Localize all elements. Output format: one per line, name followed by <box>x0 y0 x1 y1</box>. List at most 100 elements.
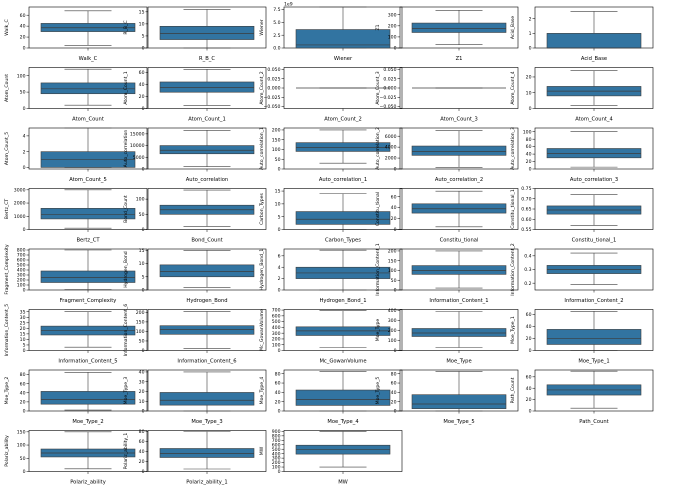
y-tick-label: 200 <box>17 278 26 284</box>
y-tick-label: 150 <box>272 137 281 143</box>
y-tick-label: 200 <box>388 23 397 29</box>
iqr-box <box>295 389 391 406</box>
y-axis-label: Wiener <box>259 19 265 35</box>
y-tick-label: 0 <box>23 165 26 171</box>
y-tick-label: 0 <box>142 469 145 475</box>
y-tick-label: 50 <box>391 278 397 284</box>
y-tick-label: 20 <box>526 159 532 165</box>
y-tick-label: 1000 <box>14 214 26 220</box>
y-tick-label: 600 <box>272 442 281 448</box>
x-axis-label: Constitu_tional_1 <box>572 238 617 244</box>
y-tick-label: 50 <box>20 456 26 462</box>
y-tick-label: 0 <box>142 227 145 233</box>
y-tick-label: 0 <box>394 288 397 294</box>
y-axis-label: Mc_GowanVolume <box>259 309 265 351</box>
y-tick-label: 0.55 <box>521 227 531 233</box>
y-tick-label: 100 <box>523 129 532 135</box>
y-tick-label: 2 <box>278 276 281 282</box>
y-axis-label: Auto_correlation_1 <box>259 127 265 170</box>
y-tick-label: 40 <box>139 370 145 376</box>
y-axis-label: Moe_Type <box>375 319 381 342</box>
y-axis-label: Atom_Count_3 <box>375 71 381 104</box>
x-axis-label: Information_Content_2 <box>564 298 623 304</box>
iqr-box <box>40 391 136 405</box>
y-tick-label: 6 <box>278 253 281 259</box>
x-axis-label: Atom_Count_4 <box>575 117 613 123</box>
y-tick-label: 0 <box>529 106 532 112</box>
y-tick-label: 150 <box>17 429 26 435</box>
subplot-information_content_6: 0 50 100 150 200 Information_Content_6 Informa… <box>123 304 267 365</box>
y-tick-label: 0.2 <box>524 281 531 287</box>
iqr-box <box>40 82 136 95</box>
subplot-walk_c: 0 20 40 60 Walk_C Walk_C <box>4 6 148 62</box>
subplot-atom_count_3: −0.050−0.0250.0000.0250.050Atom_Count_3A… <box>375 67 519 123</box>
y-axis-label: Moe_Type_1 <box>510 316 516 344</box>
y-tick-label: 0.025 <box>267 76 280 82</box>
y-tick-label: 4 <box>278 265 281 271</box>
y-tick-label: 200 <box>388 328 397 334</box>
y-tick-label: 0 <box>278 409 281 415</box>
y-tick-label: 200 <box>388 249 397 255</box>
y-axis-label: Path_Count <box>510 377 516 403</box>
y-tick-label: 100 <box>272 465 281 471</box>
y-tick-label: 40 <box>526 152 532 158</box>
y-tick-label: 60 <box>139 70 145 76</box>
y-axis-label: Acid_Base <box>510 16 516 39</box>
y-tick-label: 100 <box>136 329 145 335</box>
y-tick-label: −0.025 <box>263 95 280 101</box>
y-axis-label: Atom_Count_5 <box>4 132 10 165</box>
y-axis-label: Moe_Type_4 <box>259 377 265 405</box>
y-tick-label: 900 <box>272 429 281 435</box>
subplot-moe_type_1: 0 20 40 60 Moe_Type_1 Moe_Type_1 <box>510 309 654 365</box>
y-tick-label: 60 <box>20 13 26 19</box>
y-tick-label: 0 <box>23 106 26 112</box>
y-tick-label: 20 <box>275 399 281 405</box>
y-axis-label: Constitu_tional_1 <box>510 189 516 229</box>
y-axis-label: Walk_C <box>4 19 10 36</box>
y-tick-label: 0.050 <box>267 67 280 73</box>
y-tick-label: 100 <box>17 73 26 79</box>
y-tick-label: 0 <box>394 409 397 415</box>
subplot-atom_count_5: 0 2 4 Atom_Count_5 Atom_Count_5 <box>4 127 148 183</box>
y-axis-label: Hydrogen_Bond <box>123 251 129 288</box>
y-tick-label: 4 <box>23 133 26 139</box>
y-tick-label: 0 <box>394 46 397 52</box>
y-tick-label: 5.0 <box>273 20 280 26</box>
iqr-box <box>411 394 507 409</box>
y-tick-label: 300 <box>272 331 281 337</box>
subplot-moe_type_3: 0 10 20 30 40 Moe_Type_3 Moe_Type_3 <box>123 370 267 425</box>
y-axis-label: Constitu_tional <box>375 192 381 226</box>
y-axis-label: R_B_C <box>123 20 129 34</box>
x-axis-label: Constitu_tional <box>440 238 479 244</box>
y-tick-label: 0 <box>278 227 281 233</box>
y-tick-label: 0.3 <box>524 267 531 273</box>
y-tick-label: 50 <box>275 157 281 163</box>
y-tick-label: 10 <box>526 90 532 96</box>
subplot-moe_type_5: 0 20 40 60 80 Moe_Type_5 Moe_Type_5 <box>375 369 519 425</box>
y-tick-label: 0 <box>23 46 26 52</box>
x-axis-label: MW <box>338 480 348 486</box>
x-axis-label: Auto_correlation <box>186 177 228 183</box>
iqr-box <box>546 329 642 345</box>
x-axis-label: Wiener <box>334 56 353 62</box>
y-axis-label: Information_Content_2 <box>510 243 516 295</box>
y-tick-label: 15 <box>275 189 281 195</box>
iqr-box <box>159 264 255 278</box>
x-axis-label: Atom_Count_2 <box>324 117 362 123</box>
y-axis-label: Fragment_Complexity <box>4 244 10 294</box>
x-axis-label: Fragment_Complexity <box>60 298 117 304</box>
y-tick-label: 35 <box>20 309 26 315</box>
subplot-polariz_ability_1: 0 20 40 60 80 Polariz_ability_1 Polariz_abilit… <box>123 429 267 486</box>
y-tick-label: 20 <box>139 389 145 395</box>
y-tick-label: 0 <box>529 167 532 173</box>
subplot-path_count: 0 20 40 60 Path_Count Path_Count <box>510 369 654 425</box>
y-tick-label: 0 <box>394 167 397 173</box>
y-tick-label: 100 <box>388 338 397 344</box>
subplot-atom_count: 0 50 100 Atom_Count Atom_Count <box>4 67 148 123</box>
iqr-box <box>411 328 507 337</box>
y-tick-label: 0.025 <box>383 76 396 82</box>
subplot-auto_correlation_1: 0 50 100 150 200 Auto_correlation_1 Auto_corre… <box>259 127 403 183</box>
y-tick-label: −0.025 <box>379 95 396 101</box>
y-axis-label: Moe_Type_5 <box>375 377 381 405</box>
y-axis-label: Information_Content_5 <box>4 304 10 356</box>
